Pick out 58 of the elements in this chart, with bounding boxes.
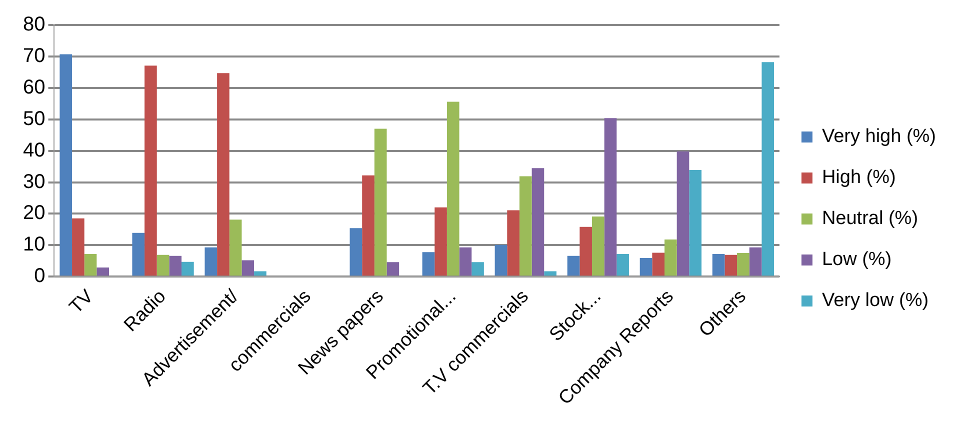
bar	[350, 228, 362, 276]
bar	[156, 254, 170, 276]
bar	[254, 271, 266, 276]
legend-label: High (%)	[822, 167, 896, 188]
bar	[762, 62, 774, 276]
legend-label: Very high (%)	[822, 126, 936, 148]
y-tick-label: 70	[22, 44, 46, 67]
bar	[494, 244, 508, 276]
bar	[217, 73, 230, 276]
bar	[472, 262, 484, 276]
y-tick-label: 30	[22, 170, 46, 193]
bar	[592, 216, 604, 276]
bar	[84, 254, 97, 276]
bar	[362, 175, 374, 276]
bar	[689, 170, 702, 276]
bar	[96, 267, 109, 276]
y-tick-label: 10	[22, 234, 46, 256]
bar	[604, 118, 617, 276]
bar	[182, 262, 194, 276]
y-tick-label: 40	[22, 139, 46, 162]
bar	[580, 226, 592, 276]
bar	[749, 247, 762, 276]
bar	[144, 66, 157, 276]
legend-label: Neutral (%)	[822, 208, 918, 230]
bar	[724, 254, 738, 276]
bar	[519, 176, 532, 276]
bar	[204, 247, 218, 276]
bar	[434, 207, 447, 276]
y-tick-label: 20	[22, 202, 46, 224]
bar	[532, 168, 544, 276]
legend-label: Low (%)	[822, 249, 892, 270]
bar	[229, 220, 242, 276]
legend-label: Very low (%)	[822, 290, 929, 312]
bar	[676, 151, 690, 276]
bar	[132, 232, 145, 276]
bar	[60, 54, 72, 276]
bar	[664, 239, 677, 276]
bar	[169, 256, 182, 276]
bar	[737, 253, 750, 276]
y-tick-label: 0	[34, 265, 46, 288]
bar	[446, 102, 460, 276]
bar	[72, 218, 84, 276]
bar	[652, 252, 665, 276]
bar	[567, 256, 580, 276]
bar	[386, 262, 400, 276]
bar	[712, 254, 725, 276]
bar	[616, 254, 629, 276]
bar	[507, 210, 520, 276]
bar	[459, 247, 472, 276]
y-tick-label: 80	[22, 14, 46, 36]
y-tick-label: 50	[22, 108, 46, 130]
bar	[544, 271, 556, 276]
bar	[640, 258, 652, 276]
y-tick-label: 60	[22, 76, 46, 98]
bar	[374, 128, 387, 276]
bar	[242, 260, 254, 276]
bar	[422, 252, 435, 276]
x-tick-label: TV	[66, 286, 98, 318]
